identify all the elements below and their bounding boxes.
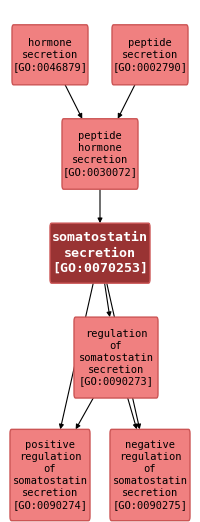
FancyBboxPatch shape xyxy=(112,25,188,85)
Text: regulation
of
somatostatin
secretion
[GO:0090273]: regulation of somatostatin secretion [GO… xyxy=(78,328,154,387)
Text: peptide
hormone
secretion
[GO:0030072]: peptide hormone secretion [GO:0030072] xyxy=(62,131,138,177)
FancyBboxPatch shape xyxy=(110,429,190,521)
Text: hormone
secretion
[GO:0046879]: hormone secretion [GO:0046879] xyxy=(12,38,88,72)
FancyBboxPatch shape xyxy=(12,25,88,85)
Text: peptide
secretion
[GO:0002790]: peptide secretion [GO:0002790] xyxy=(112,38,188,72)
Text: negative
regulation
of
somatostatin
secretion
[GO:0090275]: negative regulation of somatostatin secr… xyxy=(112,440,188,510)
Text: positive
regulation
of
somatostatin
secretion
[GO:0090274]: positive regulation of somatostatin secr… xyxy=(12,440,88,510)
FancyBboxPatch shape xyxy=(74,317,158,398)
FancyBboxPatch shape xyxy=(62,119,138,189)
FancyBboxPatch shape xyxy=(50,223,150,283)
Text: somatostatin
secretion
[GO:0070253]: somatostatin secretion [GO:0070253] xyxy=(52,231,148,275)
FancyBboxPatch shape xyxy=(10,429,90,521)
